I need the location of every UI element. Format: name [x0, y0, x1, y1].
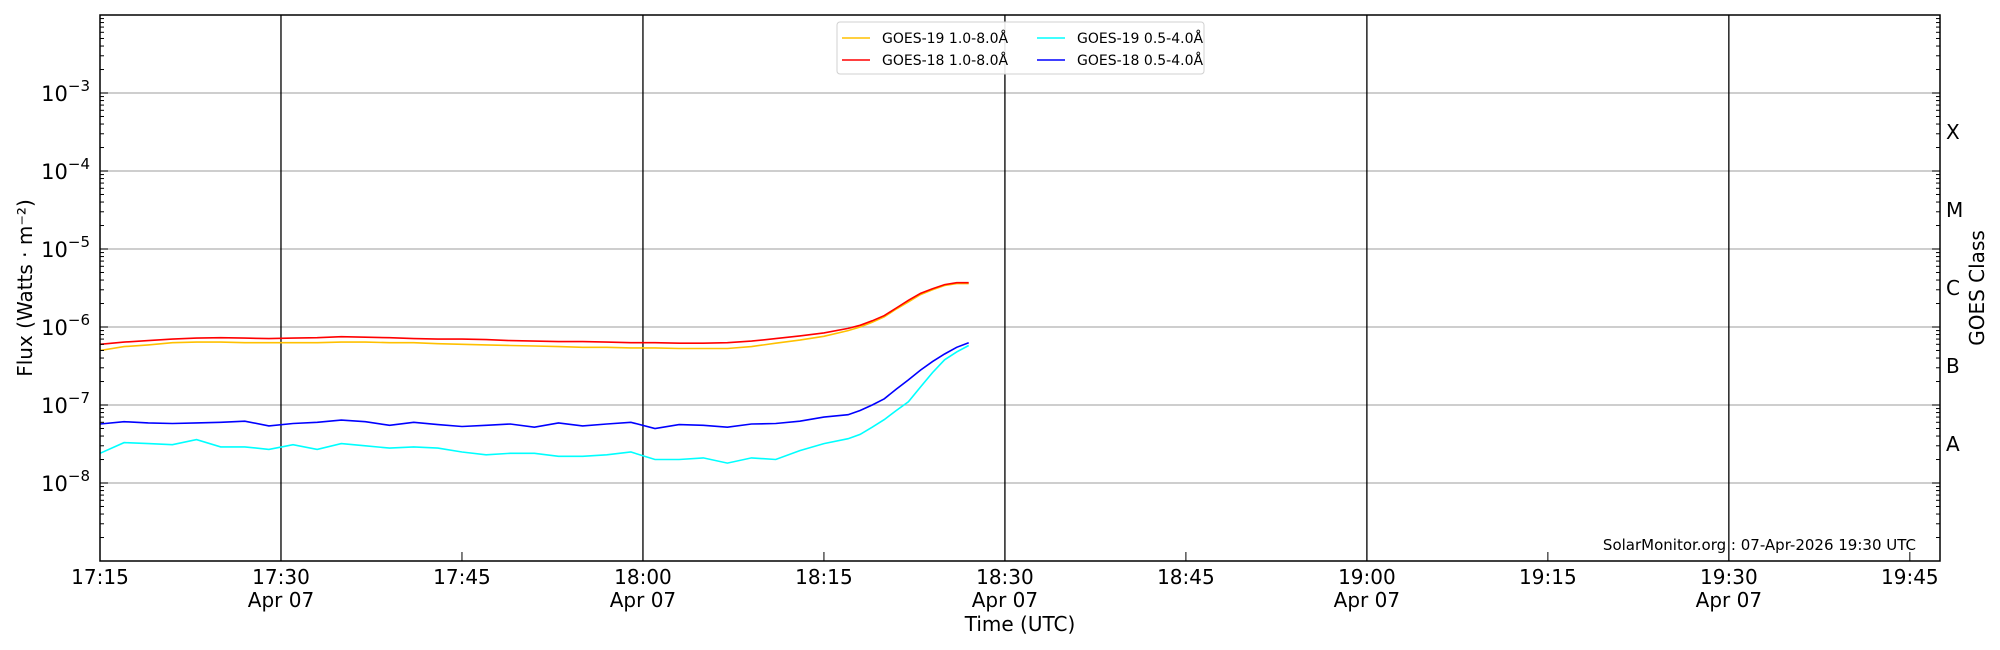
source-annotation: SolarMonitor.org : 07-Apr-2026 19:30 UTC	[1603, 536, 1916, 554]
x-axis-label: Time (UTC)	[964, 612, 1076, 636]
x-tick-time: 19:15	[1519, 565, 1577, 589]
x-tick-date: Apr 07	[1696, 588, 1762, 612]
x-tick-time: 18:45	[1157, 565, 1215, 589]
goes-class-label: B	[1946, 354, 1960, 378]
x-tick-time: 18:30	[976, 565, 1034, 589]
y-tick-base: 10	[41, 316, 68, 340]
x-tick-time: 18:15	[795, 565, 853, 589]
legend-label: GOES-18 1.0-8.0Å	[882, 52, 1008, 69]
y-tick-base: 10	[41, 394, 68, 418]
x-tick-time: 19:30	[1700, 565, 1758, 589]
series-line-goes-18-1-0-8-0-	[99, 281, 969, 346]
y-tick-exponent: −8	[68, 467, 90, 485]
legend-label: GOES-19 1.0-8.0Å	[882, 30, 1008, 47]
x-tick-time: 19:00	[1338, 565, 1396, 589]
y-tick-label: 10−6	[41, 311, 90, 340]
series-line-goes-19-0-5-4-0-	[99, 344, 970, 464]
series-line-goes-19-1-0-8-0-	[99, 282, 969, 352]
plot-frame	[99, 14, 1941, 562]
x-tick-time: 17:30	[252, 565, 310, 589]
goes-class-label: C	[1946, 276, 1960, 300]
x-tick-time: 17:15	[71, 565, 129, 589]
series-line-goes-18-0-5-4-0-	[99, 341, 969, 430]
y-tick-label: 10−5	[41, 233, 90, 262]
series-lines	[99, 281, 970, 464]
goes-class-label: A	[1946, 432, 1960, 456]
y-tick-base: 10	[41, 238, 68, 262]
goes-class-label: M	[1946, 198, 1963, 222]
y-tick-label: 10−3	[41, 77, 90, 106]
legend: GOES-19 1.0-8.0Å GOES-18 1.0-8.0Å GOES-19 …	[836, 21, 1205, 75]
x-tick-date: Apr 07	[248, 588, 314, 612]
y-tick-exponent: −6	[68, 311, 90, 329]
legend-label: GOES-18 0.5-4.0Å	[1077, 52, 1203, 69]
y-tick-exponent: −5	[68, 233, 90, 251]
y-tick-base: 10	[41, 160, 68, 184]
x-tick-date: Apr 07	[972, 588, 1038, 612]
y-tick-exponent: −7	[68, 389, 90, 407]
y-tick-label: 10−8	[41, 467, 90, 496]
right-axis-label: GOES Class	[1965, 230, 1989, 346]
x-tick-date: Apr 07	[610, 588, 676, 612]
x-tick-time: 18:00	[614, 565, 672, 589]
x-tick-time: 19:45	[1881, 565, 1939, 589]
x-tick-time: 17:45	[433, 565, 491, 589]
y-tick-base: 10	[41, 472, 68, 496]
goes-class-label: X	[1946, 120, 1960, 144]
y-tick-base: 10	[41, 82, 68, 106]
grid	[100, 15, 1940, 561]
y-tick-label: 10−4	[41, 155, 90, 184]
y-tick-exponent: −4	[68, 155, 90, 173]
y-tick-label: 10−7	[41, 389, 90, 418]
y-tick-exponent: −3	[68, 77, 90, 95]
legend-box	[836, 21, 1205, 75]
x-tick-date: Apr 07	[1334, 588, 1400, 612]
y-axis-label: Flux (Watts · m⁻²)	[13, 199, 37, 377]
legend-label: GOES-19 0.5-4.0Å	[1077, 30, 1203, 47]
